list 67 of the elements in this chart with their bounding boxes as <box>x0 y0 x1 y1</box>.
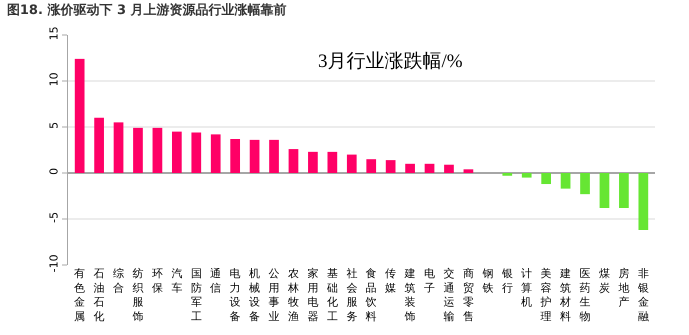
y-tick-label: -5 <box>48 212 61 223</box>
x-tick-label: 非银金融 <box>636 267 649 323</box>
bar <box>133 128 143 173</box>
bar <box>230 138 240 173</box>
bar <box>152 128 162 173</box>
bar <box>191 132 202 173</box>
bar <box>172 132 182 173</box>
x-tick-label: 交通运输 <box>443 267 454 323</box>
x-tick-label: 通信 <box>210 267 222 294</box>
bar <box>366 159 376 173</box>
bar <box>94 118 104 173</box>
bar <box>541 173 552 184</box>
x-tick-label: 医药生物 <box>580 267 591 323</box>
x-tick-label: 纺织服饰 <box>131 267 144 323</box>
x-tick-label: 商贸零售 <box>462 267 474 323</box>
x-tick-label: 电力设备 <box>230 267 241 323</box>
x-tick-label: 电子 <box>424 267 436 294</box>
x-tick-label: 有色金属 <box>74 267 86 323</box>
bar <box>250 140 260 173</box>
x-tick-label: 石油石化 <box>94 267 105 323</box>
x-tick-label: 公用事业 <box>268 267 280 323</box>
x-tick-label: 钢铁 <box>481 267 494 294</box>
bar <box>308 152 318 173</box>
y-tick-label: 0 <box>48 168 61 175</box>
x-tick-label: 基础化工 <box>326 267 338 323</box>
y-tick-label: -10 <box>48 254 61 272</box>
bar <box>269 140 279 173</box>
x-tick-label: 国防军工 <box>190 267 202 323</box>
x-tick-label: 机械设备 <box>249 267 260 323</box>
bar <box>619 173 629 208</box>
x-tick-label: 美容护理 <box>540 267 552 323</box>
x-tick-label: 银行 <box>500 267 513 294</box>
bar <box>444 164 454 173</box>
x-tick-label: 传媒 <box>385 267 396 294</box>
x-tick-label: 社会服务 <box>346 267 358 323</box>
x-tick-label: 食品饮料 <box>364 267 377 323</box>
bar <box>502 173 512 176</box>
bar <box>580 173 590 194</box>
chart-title: 图18. 涨价驱动下 3 月上游资源品行业涨幅靠前 <box>6 3 287 18</box>
x-tick-label: 综合 <box>113 267 124 294</box>
bar <box>464 169 474 173</box>
x-tick-label: 建筑材料 <box>559 267 572 323</box>
x-tick-label: 家用电器 <box>307 267 318 323</box>
y-tick-label: 10 <box>48 72 61 86</box>
y-tick-label: 5 <box>48 122 61 129</box>
x-tick-label: 房地产 <box>617 267 630 309</box>
bar <box>210 134 221 173</box>
bar <box>346 154 357 173</box>
annotation: 3月行业涨跌幅/% <box>318 51 463 72</box>
x-tick-label: 建筑装饰 <box>404 267 416 323</box>
bar <box>114 122 124 173</box>
y-tick-label: 15 <box>48 26 61 40</box>
bar <box>288 149 298 173</box>
bar <box>74 58 85 173</box>
x-tick-label: 农林牧渔 <box>286 267 299 323</box>
bar <box>386 160 396 173</box>
x-tick-label: 煤炭 <box>598 267 610 294</box>
bar <box>638 173 648 230</box>
bar <box>424 164 434 173</box>
x-tick-label: 环保 <box>152 267 163 294</box>
x-tick-label: 汽车 <box>171 267 182 294</box>
bar <box>405 164 415 173</box>
bar <box>327 152 338 173</box>
bar <box>600 173 610 208</box>
bar <box>560 173 570 189</box>
bar <box>522 173 532 178</box>
x-tick-label: 计算机 <box>521 267 532 309</box>
